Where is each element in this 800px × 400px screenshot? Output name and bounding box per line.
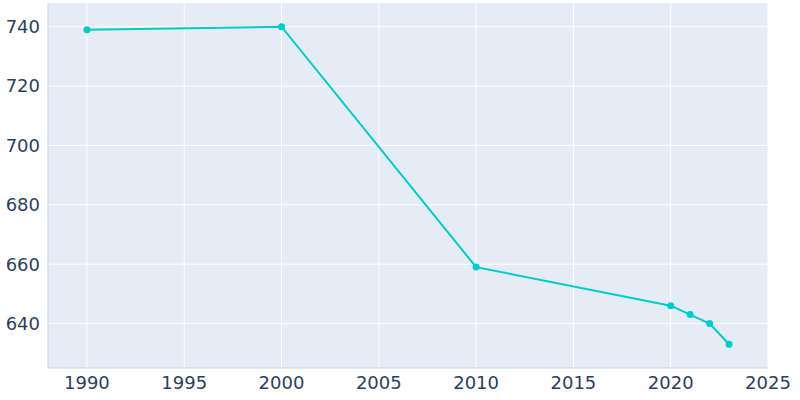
svg-text:2025: 2025 bbox=[745, 372, 791, 393]
svg-text:660: 660 bbox=[8, 254, 40, 275]
svg-text:740: 740 bbox=[8, 16, 40, 37]
svg-text:1990: 1990 bbox=[64, 372, 110, 393]
svg-text:2010: 2010 bbox=[453, 372, 499, 393]
svg-text:2000: 2000 bbox=[259, 372, 305, 393]
svg-text:1995: 1995 bbox=[161, 372, 207, 393]
svg-text:640: 640 bbox=[8, 313, 40, 334]
svg-text:680: 680 bbox=[8, 194, 40, 215]
svg-text:700: 700 bbox=[8, 135, 40, 156]
svg-text:720: 720 bbox=[8, 75, 40, 96]
svg-text:2005: 2005 bbox=[356, 372, 402, 393]
svg-text:2015: 2015 bbox=[550, 372, 596, 393]
svg-text:2020: 2020 bbox=[648, 372, 694, 393]
